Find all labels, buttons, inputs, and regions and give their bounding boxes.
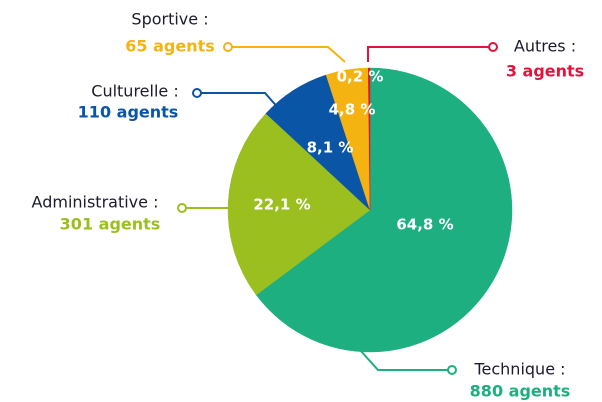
category-label: Technique : bbox=[473, 360, 565, 379]
connector-dot bbox=[488, 42, 498, 52]
count-label: 110 agents bbox=[78, 103, 179, 122]
pct-label: 64,8 % bbox=[396, 216, 453, 234]
count-label: 880 agents bbox=[470, 382, 571, 401]
pct-label: 4,8 % bbox=[329, 101, 376, 119]
pie-slice bbox=[367, 67, 371, 211]
category-label: Administrative : bbox=[32, 193, 159, 212]
connector-dot bbox=[177, 203, 187, 213]
count-label: 65 agents bbox=[125, 37, 215, 56]
connector-dot bbox=[223, 42, 233, 52]
count-label: 301 agents bbox=[60, 215, 161, 234]
category-label: Sportive : bbox=[131, 10, 208, 29]
count-label: 3 agents bbox=[506, 62, 584, 81]
connector bbox=[228, 46, 346, 63]
connector-dot bbox=[447, 365, 457, 375]
pie-slice bbox=[227, 113, 371, 296]
connector bbox=[367, 46, 493, 62]
pct-label: 22,1 % bbox=[253, 196, 310, 214]
category-label: Autres : bbox=[514, 37, 576, 56]
category-label: Culturelle : bbox=[91, 82, 178, 101]
connector-dot bbox=[192, 88, 202, 98]
connector bbox=[197, 92, 281, 111]
pct-label: 0,2 % bbox=[337, 68, 384, 86]
pct-label: 8,1 % bbox=[307, 139, 354, 157]
pie-slice bbox=[255, 67, 513, 353]
connector bbox=[359, 349, 452, 371]
